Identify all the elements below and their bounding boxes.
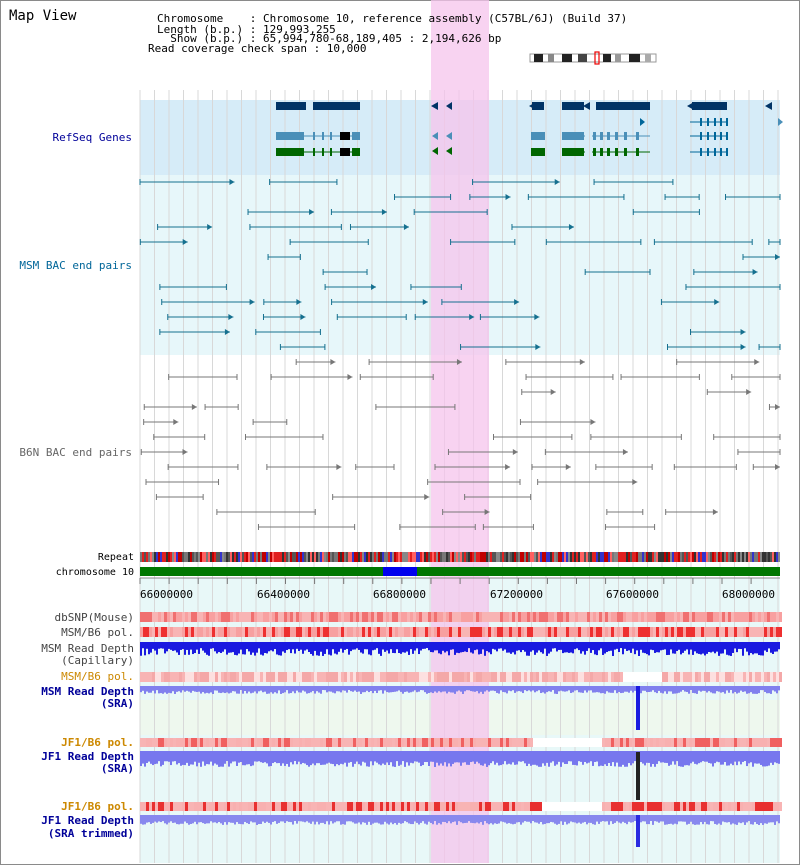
- info-coverage-span: Read coverage check span : 10,000: [148, 42, 367, 55]
- read-depth-tracks: [140, 642, 780, 847]
- highlight-region: [431, 0, 489, 863]
- tick-66000000: 66000000: [140, 588, 193, 601]
- position-axis: 66000000 66400000 66800000 67200000 6760…: [139, 577, 780, 601]
- chromosome-band: [383, 567, 417, 576]
- label-msm-b6-pol: MSM/B6 pol.: [61, 626, 134, 639]
- page-title: Map View: [9, 8, 77, 24]
- label-refseq[interactable]: RefSeq Genes: [52, 131, 132, 144]
- label-jf1-depth-sra-2: (SRA): [100, 762, 134, 775]
- refseq-gene-1: [313, 102, 360, 110]
- label-msm-depth-capillary-1: MSM Read Depth: [41, 642, 134, 655]
- refseq-arrow: [687, 102, 694, 110]
- info-length: Length (b.p.) : 129,993,255: [157, 23, 336, 36]
- label-jf1-depth-trimmed-1: JF1 Read Depth: [41, 814, 134, 827]
- refseq-gene-0: [276, 102, 306, 110]
- label-chromosome: chromosome 10: [55, 567, 134, 578]
- label-msm-bac[interactable]: MSM BAC end pairs: [19, 259, 132, 272]
- tick-68000000: 68000000: [722, 588, 775, 601]
- label-jf1-depth-sra-1: JF1 Read Depth: [41, 750, 134, 763]
- tick-67200000: 67200000: [490, 588, 543, 601]
- label-msm-depth-sra-2: (SRA): [100, 697, 134, 710]
- tick-66800000: 66800000: [373, 588, 426, 601]
- label-jf1-b6-pol-2: JF1/B6 pol.: [61, 800, 134, 813]
- tick-67600000: 67600000: [606, 588, 659, 601]
- refseq-arrow: [446, 102, 452, 110]
- refseq-gene-5: [692, 102, 727, 110]
- refseq-gene-3: [562, 102, 584, 110]
- tick-66400000: 66400000: [257, 588, 310, 601]
- label-msm-depth-sra-1: MSM Read Depth: [41, 685, 134, 698]
- msm-depth-spike: [636, 686, 640, 730]
- refseq-genes-track: [276, 102, 783, 156]
- jf1-depth-spike: [636, 752, 640, 800]
- label-repeat: Repeat: [97, 552, 134, 563]
- label-msm-b6-pol-2: MSM/B6 pol.: [61, 670, 134, 683]
- heatmap-tracks: [140, 612, 782, 811]
- msm-bac-track: [139, 179, 781, 350]
- label-jf1-depth-trimmed-2: (SRA trimmed): [47, 827, 134, 840]
- label-jf1-b6-pol: JF1/B6 pol.: [61, 736, 134, 749]
- b6n-bac-track: [140, 359, 781, 530]
- chromosome-bar: [140, 567, 780, 576]
- chromosome-ideogram: [529, 51, 657, 65]
- info-show-range: Show (b.p.) : 65,994,780-68,189,405 : 2,…: [157, 32, 502, 45]
- label-b6n-bac[interactable]: B6N BAC end pairs: [19, 446, 132, 459]
- refseq-arrow: [583, 102, 590, 110]
- refseq-gene-2: [532, 102, 544, 110]
- repeat-track: [140, 552, 780, 562]
- info-chromosome: Chromosome : Chromosome 10, reference as…: [157, 12, 628, 25]
- refseq-gene-4: [596, 102, 650, 110]
- label-msm-depth-capillary-2: (Capillary): [61, 654, 134, 667]
- refseq-arrow: [431, 102, 438, 110]
- label-dbsnp: dbSNP(Mouse): [54, 611, 134, 624]
- jf1-trim-depth-spike: [636, 815, 640, 847]
- refseq-arrow: [529, 102, 536, 110]
- refseq-arrow: [765, 102, 772, 110]
